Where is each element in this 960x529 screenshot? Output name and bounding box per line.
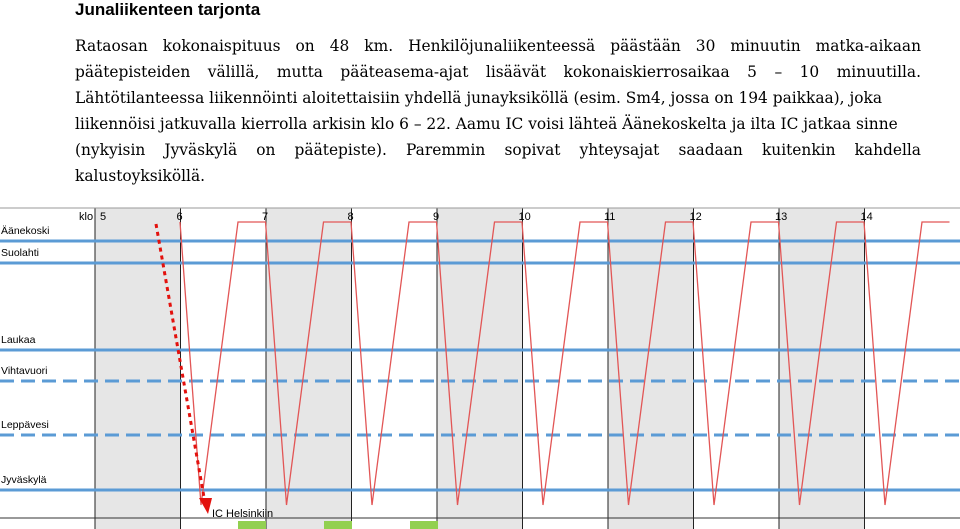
station-lines <box>0 239 960 492</box>
body-paragraph: Rataosan kokonaispituus on 48 km. Henkil… <box>75 33 921 189</box>
ic-train <box>154 223 212 514</box>
station-label: Laukaa <box>1 334 36 346</box>
train-line <box>179 221 950 506</box>
connection-mark <box>324 521 352 529</box>
page-heading: Junaliikenteen tarjonta <box>75 0 261 19</box>
hour-tick-label: 5 <box>100 211 106 223</box>
train-path <box>179 221 950 506</box>
station-label: Leppävesi <box>1 419 49 431</box>
connection-mark <box>410 521 438 529</box>
station-label: Jyväskylä <box>1 474 47 486</box>
hour-tick-label: 9 <box>433 211 439 223</box>
hour-tick-label: 12 <box>690 211 702 223</box>
klo-label: klo <box>79 211 93 223</box>
paragraph-line: Lähtötilanteessa liikennöinti aloitettai… <box>75 89 883 107</box>
hour-tick-label: 13 <box>775 211 787 223</box>
diagram-labels: klo 5 6 7 8 9 10 11 12 13 14 Äänekoski Suolahti Lauka… <box>1 211 873 529</box>
paragraph-line: päätepisteiden välillä, mutta pääteasema… <box>75 63 921 81</box>
station-label: Äänekoski <box>1 225 49 237</box>
paragraph-line: Rataosan kokonaispituus on 48 km. Henkil… <box>75 37 921 55</box>
hour-tick-label: 8 <box>348 211 354 223</box>
hour-tick-label: 10 <box>519 211 531 223</box>
train-timetable-diagram: klo 5 6 7 8 9 10 11 12 13 14 Äänekoski Suolahti Lauka… <box>0 207 960 529</box>
connection-mark <box>238 521 266 529</box>
station-label: Vihtavuori <box>1 365 48 377</box>
ic-label: IC Helsinkiin <box>212 508 273 520</box>
hour-shade <box>95 208 181 529</box>
hour-tick-label: 6 <box>177 211 183 223</box>
paragraph-line: liikennöisi jatkuvalla kierrolla arkisin… <box>75 115 898 133</box>
hour-tick-label: 14 <box>861 211 873 223</box>
station-label: Suolahti <box>1 247 39 259</box>
paragraph-line: (nykyisin Jyväskylä on päätepiste). Pare… <box>75 141 921 159</box>
hour-tick-label: 7 <box>262 211 268 223</box>
hour-shade <box>608 208 694 529</box>
hour-shade <box>779 208 865 529</box>
ic-arrow-head <box>199 498 212 514</box>
paragraph-line: kalustoyksiköllä. <box>75 167 206 185</box>
hour-shade <box>437 208 523 529</box>
hour-tick-label: 11 <box>604 211 615 223</box>
hour-shade <box>266 208 352 529</box>
hour-shading <box>95 208 865 529</box>
